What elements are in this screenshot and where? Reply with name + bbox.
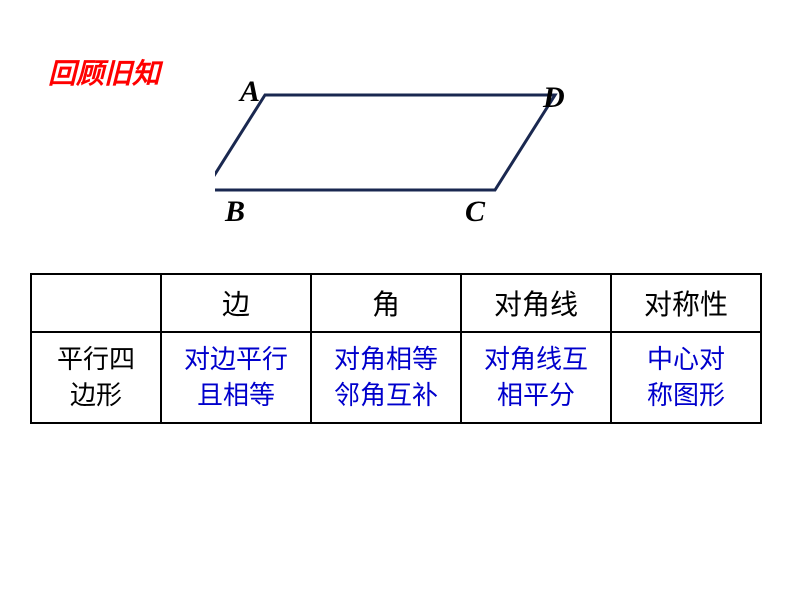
cell-symmetry-line1: 中心对	[647, 344, 725, 374]
header-empty	[31, 274, 161, 332]
cell-angle-line1: 对角相等	[334, 344, 438, 374]
parallelogram-svg	[215, 75, 595, 230]
vertex-b-label: B	[225, 195, 245, 229]
page-title: 回顾旧知	[48, 52, 160, 92]
row-label-line1: 平行四	[57, 344, 135, 374]
vertex-d-label: D	[543, 81, 565, 115]
header-angle: 角	[311, 274, 461, 332]
cell-edge: 对边平行 且相等	[161, 332, 311, 423]
table-header-row: 边 角 对角线 对称性	[31, 274, 761, 332]
properties-table-container: 边 角 对角线 对称性 平行四 边形 对边平行 且相等 对角相等 邻角互补 对角…	[30, 273, 762, 424]
vertex-a-label: A	[240, 75, 260, 109]
table-data-row: 平行四 边形 对边平行 且相等 对角相等 邻角互补 对角线互 相平分 中心对 称…	[31, 332, 761, 423]
parallelogram-diagram: A D B C	[215, 75, 595, 230]
cell-diagonal: 对角线互 相平分	[461, 332, 611, 423]
cell-diagonal-line1: 对角线互	[484, 344, 588, 374]
row-label-line2: 边形	[70, 380, 122, 410]
cell-edge-line1: 对边平行	[184, 344, 288, 374]
cell-angle-line2: 邻角互补	[334, 380, 438, 410]
properties-table: 边 角 对角线 对称性 平行四 边形 对边平行 且相等 对角相等 邻角互补 对角…	[30, 273, 762, 424]
cell-symmetry: 中心对 称图形	[611, 332, 761, 423]
cell-symmetry-line2: 称图形	[647, 380, 725, 410]
cell-edge-line2: 且相等	[197, 380, 275, 410]
header-edge: 边	[161, 274, 311, 332]
cell-diagonal-line2: 相平分	[497, 380, 575, 410]
header-symmetry: 对称性	[611, 274, 761, 332]
parallelogram-shape	[215, 95, 555, 190]
vertex-c-label: C	[465, 195, 485, 229]
row-label: 平行四 边形	[31, 332, 161, 423]
header-diagonal: 对角线	[461, 274, 611, 332]
cell-angle: 对角相等 邻角互补	[311, 332, 461, 423]
